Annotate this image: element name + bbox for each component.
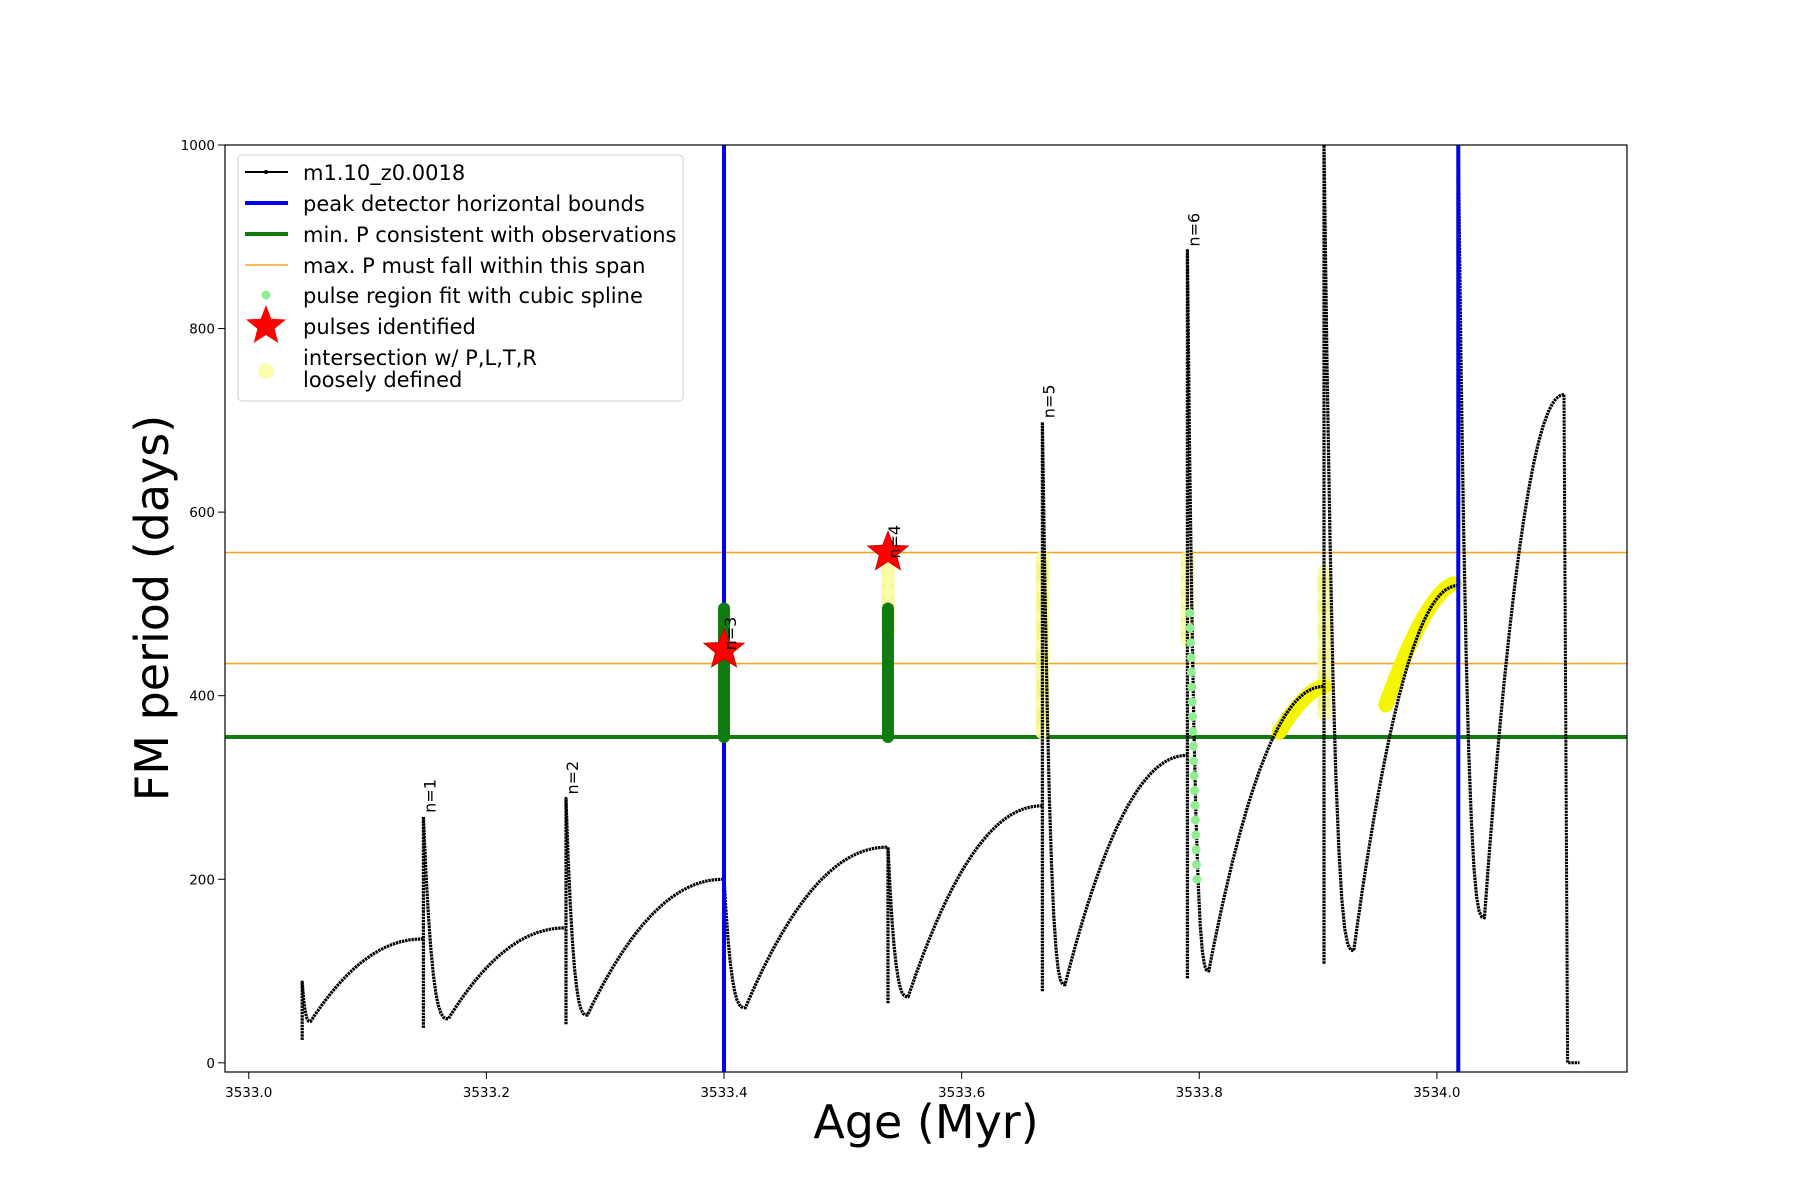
spline-fit-point [1186, 652, 1196, 662]
spline-fit-point [1186, 638, 1196, 648]
x-tick-label: 3533.4 [700, 1085, 747, 1101]
legend-label: pulses identified [303, 315, 476, 339]
y-axis-label: FM period (days) [125, 415, 179, 801]
axes-frame [224, 144, 1628, 1073]
spline-fit-point [1186, 667, 1196, 677]
legend-handle-spline [261, 290, 271, 300]
x-tick-label: 3534.0 [1413, 1085, 1460, 1101]
axis-ticks: 3533.0 3533.2 3533.4 3533.6 3533.8 3534.0 0 200… [181, 138, 1461, 1101]
legend-label-line2: loosely defined [303, 368, 462, 392]
legend-label: peak detector horizontal bounds [303, 192, 645, 216]
legend-handle-star [246, 305, 286, 343]
spline-fit-point [1192, 874, 1202, 884]
legend-handle-intersection [258, 363, 274, 379]
legend-box [237, 154, 684, 402]
legend-label: pulse region fit with cubic spline [303, 284, 643, 308]
period-curve-segment [722, 845, 889, 1013]
pulse-number-label: n=4 [885, 525, 904, 559]
y-tick-label: 400 [189, 689, 215, 705]
x-axis-label: Age (Myr) [813, 1095, 1038, 1149]
pulse-identified-star [702, 627, 746, 668]
legend-label: min. P consistent with observations [303, 223, 676, 247]
spline-fit-point [1188, 712, 1198, 722]
pulse-number-label: n=5 [1039, 384, 1058, 418]
pulse-number-label: n=2 [563, 761, 582, 795]
period-curve-segment [1040, 420, 1188, 992]
spline-fit-point [1191, 859, 1201, 869]
spline-fit-point [1185, 608, 1195, 618]
x-tick-label: 3533.6 [938, 1085, 985, 1101]
y-tick-label: 800 [189, 322, 215, 338]
y-tick-label: 0 [206, 1056, 215, 1072]
y-tick-label: 600 [189, 505, 215, 521]
x-tick-label: 3533.8 [1176, 1085, 1223, 1101]
x-tick-label: 3533.0 [225, 1085, 272, 1101]
x-tick-label: 3533.2 [463, 1085, 510, 1101]
spline-fit-point [1190, 786, 1200, 796]
pulse-number-label: n=6 [1184, 213, 1203, 247]
period-curve-segment [564, 796, 724, 1025]
legend-label: m1.10_z0.0018 [303, 161, 465, 186]
spline-fit-point [1187, 697, 1197, 707]
legend-label: max. P must fall within this span [303, 254, 645, 278]
pulse-labels: n=1 n=2 n=3 n=4 n=5 n=6 [420, 213, 1203, 813]
intersection-point [880, 584, 895, 599]
pulse-number-label: n=3 [721, 617, 740, 651]
intersection-point [1317, 659, 1332, 674]
pulse-identified-star [866, 530, 910, 571]
spline-fit-point [1191, 845, 1201, 855]
y-tick-label: 1000 [181, 138, 215, 154]
spline-fit-point [1185, 623, 1195, 633]
spline-fit-point [1189, 756, 1199, 766]
spline-fit-point [1190, 815, 1200, 825]
period-curve-segment [300, 937, 424, 1040]
legend-handle-marker [264, 170, 268, 174]
period-curve-segment [1185, 248, 1325, 979]
spline-fit-point [1188, 726, 1198, 736]
period-curve-segment [1322, 145, 1459, 964]
spline-fit-point [1189, 771, 1199, 781]
y-tick-label: 200 [189, 872, 215, 888]
period-curve-tail [1562, 394, 1580, 1065]
intersection-point [1035, 725, 1050, 740]
period-curve-segment [421, 815, 566, 1028]
intersection-point [880, 571, 895, 586]
spline-fit-point [1187, 682, 1197, 692]
spline-fit-point [1190, 800, 1200, 810]
spline-fit-point [1188, 741, 1198, 751]
pulse-number-label: n=1 [420, 779, 439, 813]
plot-area [225, 145, 1627, 1072]
period-curve-segment [886, 804, 1043, 1004]
spline-fit-point [1191, 830, 1201, 840]
period-curve-segment [1456, 145, 1565, 949]
legend-label: intersection w/ P,L,T,R [303, 346, 537, 370]
